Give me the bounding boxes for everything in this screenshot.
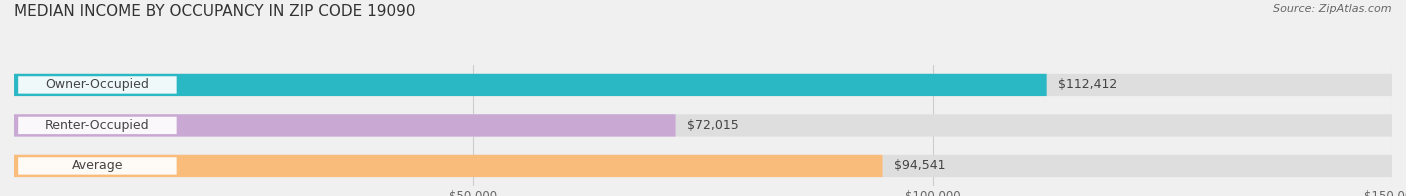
- FancyBboxPatch shape: [14, 114, 675, 137]
- Text: $94,541: $94,541: [894, 160, 945, 172]
- FancyBboxPatch shape: [14, 155, 883, 177]
- Text: Renter-Occupied: Renter-Occupied: [45, 119, 149, 132]
- Text: Source: ZipAtlas.com: Source: ZipAtlas.com: [1274, 4, 1392, 14]
- FancyBboxPatch shape: [18, 76, 177, 94]
- FancyBboxPatch shape: [14, 114, 1392, 137]
- FancyBboxPatch shape: [18, 117, 177, 134]
- FancyBboxPatch shape: [14, 74, 1046, 96]
- FancyBboxPatch shape: [14, 155, 1392, 177]
- FancyBboxPatch shape: [14, 74, 1392, 96]
- Text: $72,015: $72,015: [686, 119, 738, 132]
- Text: MEDIAN INCOME BY OCCUPANCY IN ZIP CODE 19090: MEDIAN INCOME BY OCCUPANCY IN ZIP CODE 1…: [14, 4, 416, 19]
- Text: $112,412: $112,412: [1057, 78, 1116, 91]
- Text: Average: Average: [72, 160, 124, 172]
- Text: Owner-Occupied: Owner-Occupied: [45, 78, 149, 91]
- FancyBboxPatch shape: [18, 157, 177, 175]
